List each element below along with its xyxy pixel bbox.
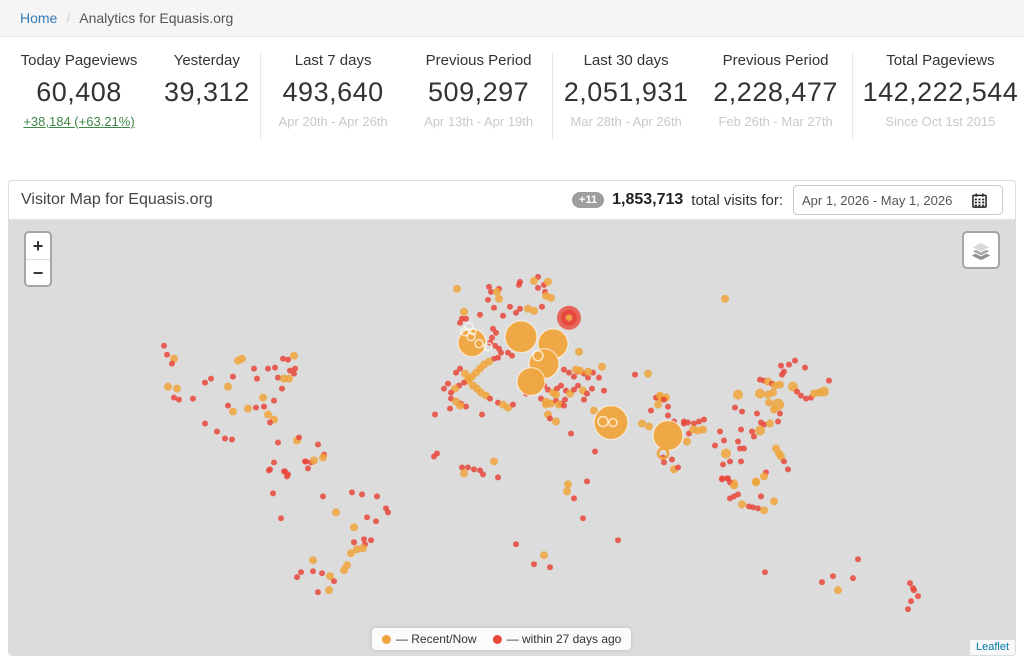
- breadcrumb-separator: /: [66, 10, 71, 26]
- stat-total-pageviews: Total Pageviews 142,222,544 Since Oct 1s…: [851, 52, 1024, 140]
- map-legend: — Recent/Now — within 27 days ago: [371, 628, 632, 650]
- stat-label: Previous Period: [425, 52, 532, 69]
- visitor-map-header: Visitor Map for Equasis.org +11 1,853,71…: [9, 181, 1015, 219]
- stat-previous-period-7: Previous Period 509,297 Apr 13th - Apr 1…: [406, 52, 552, 140]
- breadcrumb: Home / Analytics for Equasis.org: [0, 0, 1024, 37]
- stat-label: Total Pageviews: [886, 52, 995, 69]
- total-visits-count: 1,853,713: [612, 191, 684, 208]
- stat-yesterday: Yesterday 39,312: [154, 52, 260, 140]
- stat-label: Last 7 days: [294, 52, 372, 69]
- legend-recent: — Recent/Now: [381, 632, 477, 646]
- stat-last-30-days: Last 30 days 2,051,931 Mar 28th - Apr 26…: [551, 52, 700, 140]
- stat-period: Mar 28th - Apr 26th: [570, 114, 682, 129]
- visits-badge: +11: [572, 192, 605, 208]
- stat-period: Since Oct 1st 2015: [885, 114, 996, 129]
- stat-value: 509,297: [428, 77, 530, 107]
- stat-label: Last 30 days: [583, 52, 669, 69]
- legend-recent-label: — Recent/Now: [395, 632, 477, 646]
- visitor-map-panel: Visitor Map for Equasis.org +11 1,853,71…: [8, 180, 1016, 656]
- stat-value: 142,222,544: [862, 77, 1019, 107]
- breadcrumb-home-link[interactable]: Home: [20, 10, 58, 26]
- stat-period: Feb 26th - Mar 27th: [718, 114, 833, 129]
- stat-value: 2,228,477: [713, 77, 838, 107]
- stat-label: Yesterday: [173, 52, 240, 69]
- zoom-in-button[interactable]: +: [26, 233, 50, 259]
- date-range-picker[interactable]: [793, 185, 1003, 215]
- stat-value: 2,051,931: [563, 77, 689, 107]
- map-zoom-control: + −: [24, 231, 52, 287]
- stat-delta: +38,184 (+63.21%): [23, 114, 135, 129]
- stat-value: 493,640: [282, 77, 384, 107]
- legend-older-label: — within 27 days ago: [506, 632, 622, 646]
- stat-previous-period-30: Previous Period 2,228,477 Feb 26th - Mar…: [700, 52, 852, 140]
- stats-row: Today Pageviews 60,408 +38,184 (+63.21%)…: [0, 37, 1024, 150]
- total-visits-label: total visits for:: [691, 191, 783, 209]
- breadcrumb-current: Analytics for Equasis.org: [79, 10, 234, 26]
- stat-last-7-days: Last 7 days 493,640 Apr 20th - Apr 26th: [259, 52, 406, 140]
- date-range-input[interactable]: [802, 192, 964, 208]
- map-attribution: Leaflet: [969, 640, 1015, 655]
- leaflet-link[interactable]: Leaflet: [975, 641, 1009, 653]
- legend-orange-dot: [381, 634, 391, 644]
- visitor-dots-layer: [161, 273, 921, 613]
- stat-period: Apr 20th - Apr 26th: [278, 114, 388, 129]
- stat-label: Today Pageviews: [20, 52, 138, 69]
- stat-value: 39,312: [164, 77, 250, 107]
- visitor-map-canvas[interactable]: + − — Recent/Now — within 27 days ago Le…: [9, 219, 1015, 655]
- legend-older: — within 27 days ago: [492, 632, 622, 646]
- calendar-icon[interactable]: [972, 192, 987, 208]
- legend-red-dot: [492, 634, 502, 644]
- layers-icon: [970, 242, 992, 261]
- stat-label: Previous Period: [722, 52, 829, 69]
- visitor-map-title: Visitor Map for Equasis.org: [21, 191, 213, 208]
- stat-period: Apr 13th - Apr 19th: [424, 114, 534, 129]
- stat-today-pageviews: Today Pageviews 60,408 +38,184 (+63.21%): [4, 52, 154, 140]
- zoom-out-button[interactable]: −: [26, 259, 50, 285]
- map-layers-button[interactable]: [962, 231, 1000, 269]
- stat-value: 60,408: [36, 77, 122, 107]
